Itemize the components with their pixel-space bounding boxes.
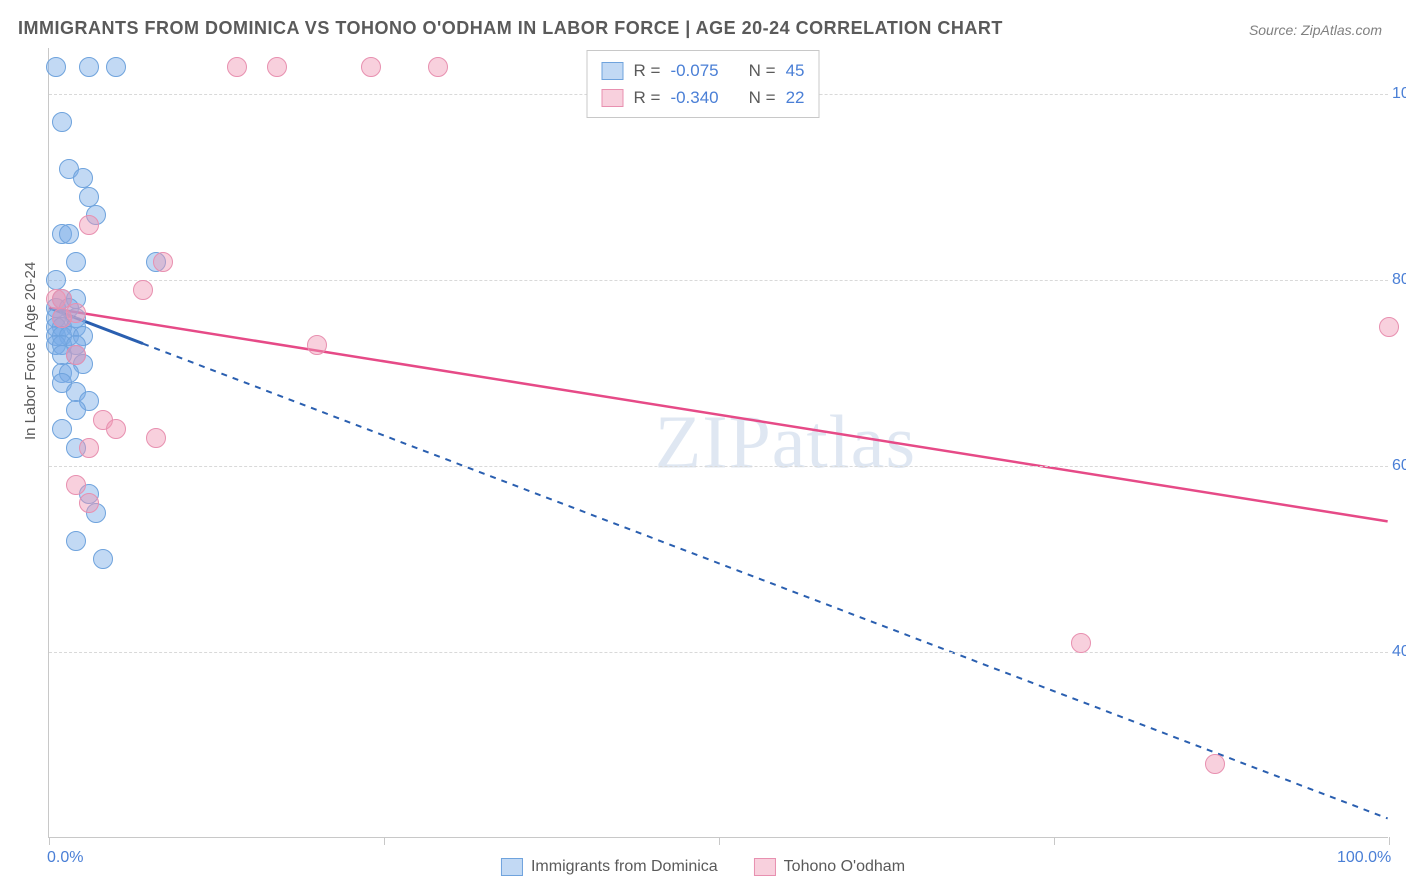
gridline-h [49,466,1388,467]
plot-area: ZIPatlas 40.0%60.0%80.0%100.0%0.0%100.0% [48,48,1388,838]
gridline-h [49,280,1388,281]
watermark: ZIPatlas [655,399,916,486]
legend-n-value: 45 [786,57,805,84]
regression-line-dashed [143,344,1388,819]
legend-n-label: N = [749,84,776,111]
legend-n-value: 22 [786,84,805,111]
scatter-point [361,57,381,77]
scatter-point [227,57,247,77]
legend-series-label: Immigrants from Dominica [531,858,718,876]
legend-swatch [754,858,776,876]
scatter-point [106,57,126,77]
scatter-point [106,419,126,439]
scatter-point [52,308,72,328]
scatter-point [1071,633,1091,653]
legend-r-label: R = [634,84,661,111]
scatter-point [73,168,93,188]
scatter-point [52,112,72,132]
y-tick-label: 100.0% [1392,85,1406,103]
scatter-point [66,475,86,495]
scatter-point [66,400,86,420]
scatter-point [79,493,99,513]
scatter-point [59,224,79,244]
regression-lines-layer [49,48,1388,837]
scatter-point [1205,754,1225,774]
legend-swatch [501,858,523,876]
scatter-point [133,280,153,300]
legend-correlation: R = -0.075 N = 45 R = -0.340 N = 22 [587,50,820,118]
legend-r-value: -0.075 [670,57,718,84]
scatter-point [1379,317,1399,337]
legend-row: R = -0.340 N = 22 [602,84,805,111]
legend-row: R = -0.075 N = 45 [602,57,805,84]
scatter-point [52,419,72,439]
scatter-point [79,57,99,77]
legend-swatch [602,62,624,80]
legend-swatch [602,89,624,107]
scatter-point [66,531,86,551]
scatter-point [428,57,448,77]
regression-line [49,308,1387,521]
scatter-point [66,252,86,272]
legend-r-value: -0.340 [670,84,718,111]
scatter-point [267,57,287,77]
scatter-point [79,438,99,458]
x-tick [384,837,385,845]
legend-series-label: Tohono O'odham [784,858,905,876]
scatter-point [146,428,166,448]
legend-series: Immigrants from Dominica Tohono O'odham [493,858,913,876]
scatter-point [93,549,113,569]
scatter-point [46,57,66,77]
y-tick-label: 80.0% [1392,271,1406,289]
scatter-point [79,215,99,235]
scatter-point [307,335,327,355]
x-tick-label: 0.0% [47,849,83,867]
x-tick [1389,837,1390,845]
scatter-point [46,270,66,290]
x-tick [49,837,50,845]
y-tick-label: 40.0% [1392,643,1406,661]
legend-series-item: Tohono O'odham [754,858,905,876]
scatter-point [66,345,86,365]
source-attribution: Source: ZipAtlas.com [1249,22,1382,38]
legend-series-item: Immigrants from Dominica [501,858,718,876]
scatter-point [153,252,173,272]
y-tick-label: 60.0% [1392,457,1406,475]
legend-n-label: N = [749,57,776,84]
x-tick [1054,837,1055,845]
gridline-h [49,652,1388,653]
x-tick [719,837,720,845]
legend-r-label: R = [634,57,661,84]
x-tick-label: 100.0% [1337,849,1391,867]
y-axis-label: In Labor Force | Age 20-24 [22,262,39,440]
scatter-point [79,187,99,207]
chart-title: IMMIGRANTS FROM DOMINICA VS TOHONO O'ODH… [18,18,1003,39]
